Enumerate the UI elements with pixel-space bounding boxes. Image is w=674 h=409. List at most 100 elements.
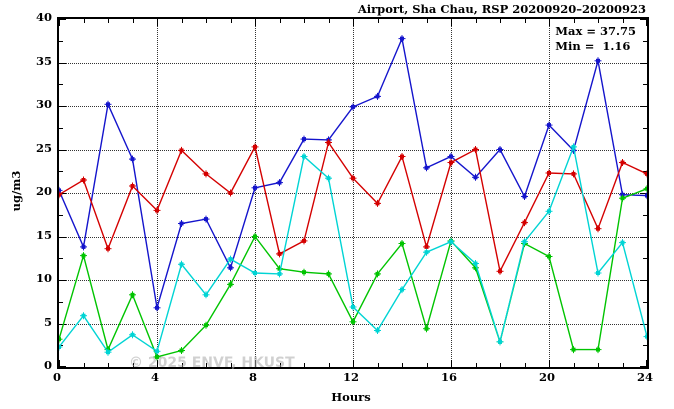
axis-tick: [328, 363, 330, 367]
axis-tick: [640, 193, 647, 194]
series-blue-marker: [251, 184, 259, 192]
axis-tick: [451, 19, 452, 26]
series-red-marker: [374, 199, 381, 207]
y-tick-label: 15: [35, 227, 52, 242]
axis-tick: [304, 363, 305, 367]
x-tick-label: 8: [248, 370, 257, 384]
series-red-marker: [104, 245, 112, 253]
series-cyan-marker: [80, 312, 87, 320]
series-blue-marker: [398, 35, 406, 43]
axis-tick: [59, 301, 63, 303]
series-cyan-marker: [325, 174, 332, 182]
axis-tick: [640, 62, 647, 64]
series-blue-marker: [545, 121, 553, 129]
series-green-marker: [80, 252, 87, 260]
axis-tick: [524, 19, 526, 23]
v-gridline: [157, 19, 158, 367]
series-red-marker: [570, 170, 577, 178]
axis-tick: [640, 149, 647, 151]
series-green-marker: [374, 270, 381, 278]
axis-tick: [524, 363, 526, 367]
series-red-marker: [594, 225, 602, 233]
v-gridline: [255, 19, 256, 367]
series-blue-marker: [129, 155, 136, 163]
series-blue-marker: [447, 153, 455, 160]
series-cyan-marker: [153, 347, 161, 355]
series-cyan-marker: [496, 338, 504, 346]
series-green-marker: [594, 346, 602, 354]
series-red-marker: [251, 143, 259, 151]
y-tick-label: 40: [35, 10, 52, 24]
series-red-marker: [202, 170, 210, 178]
series-blue-marker: [643, 192, 647, 200]
y-tick-label: 5: [43, 314, 52, 329]
axis-tick: [181, 363, 183, 367]
min-value-label: Min = 1.16: [555, 39, 631, 53]
series-blue-marker: [59, 186, 63, 194]
axis-tick: [475, 19, 477, 23]
series-red-marker: [472, 146, 479, 153]
axis-tick: [643, 40, 647, 42]
axis-tick: [622, 19, 624, 23]
series-red-marker: [300, 237, 308, 245]
series-cyan-marker: [178, 260, 185, 268]
x-tick-label: 12: [342, 370, 359, 384]
axis-tick: [640, 236, 647, 238]
series-red-marker: [496, 267, 504, 275]
x-tick-label: 0: [52, 370, 61, 384]
axis-tick: [646, 19, 647, 26]
series-cyan-marker: [349, 303, 357, 311]
v-gridline: [451, 19, 452, 367]
axis-tick: [353, 360, 354, 367]
series-red-marker: [349, 174, 357, 182]
series-red-marker: [619, 159, 626, 166]
series-red-marker: [178, 146, 185, 154]
axis-tick: [304, 19, 305, 23]
axis-tick: [255, 19, 256, 26]
axis-tick: [230, 363, 232, 367]
series-red-marker: [398, 153, 406, 160]
series-red-marker: [325, 139, 332, 146]
axis-tick: [426, 19, 428, 23]
axis-tick: [132, 363, 134, 367]
y-tick-label: 25: [35, 140, 52, 155]
x-axis-label: Hours: [331, 390, 371, 404]
series-green-marker: [59, 335, 63, 343]
axis-tick: [475, 363, 477, 367]
series-blue-marker: [227, 264, 234, 272]
series-cyan-marker: [472, 260, 479, 267]
chart-title: Airport, Sha Chau, RSP 20200920–20200923: [357, 2, 646, 16]
axis-tick: [157, 19, 158, 26]
series-green-marker: [227, 280, 234, 288]
series-cyan-marker: [643, 333, 647, 341]
axis-tick: [59, 280, 66, 281]
axis-tick: [59, 236, 66, 238]
series-red-marker: [80, 176, 87, 184]
series-blue-marker: [153, 304, 161, 312]
axis-tick: [643, 84, 647, 86]
series-red-marker: [129, 182, 136, 190]
axis-tick: [59, 84, 63, 86]
series-blue-marker: [202, 215, 210, 223]
series-red-marker: [521, 219, 528, 227]
x-tick-label: 16: [440, 370, 457, 384]
series-green-marker: [251, 233, 259, 240]
axis-tick: [59, 149, 66, 151]
series-blue-marker: [496, 146, 504, 153]
axis-tick: [157, 360, 158, 367]
series-green-marker: [398, 240, 406, 247]
axis-tick: [640, 280, 647, 281]
axis-tick: [640, 19, 647, 20]
series-red-marker: [276, 250, 283, 258]
series-blue-marker: [349, 103, 357, 111]
axis-tick: [643, 345, 647, 347]
axis-tick: [83, 363, 85, 367]
series-cyan-marker: [619, 239, 626, 247]
axis-tick: [377, 19, 379, 23]
axis-tick: [59, 127, 63, 129]
axis-tick: [643, 127, 647, 129]
axis-tick: [573, 19, 575, 23]
axis-tick: [206, 363, 207, 367]
series-blue-marker: [300, 135, 308, 143]
series-green-line: [59, 188, 647, 358]
